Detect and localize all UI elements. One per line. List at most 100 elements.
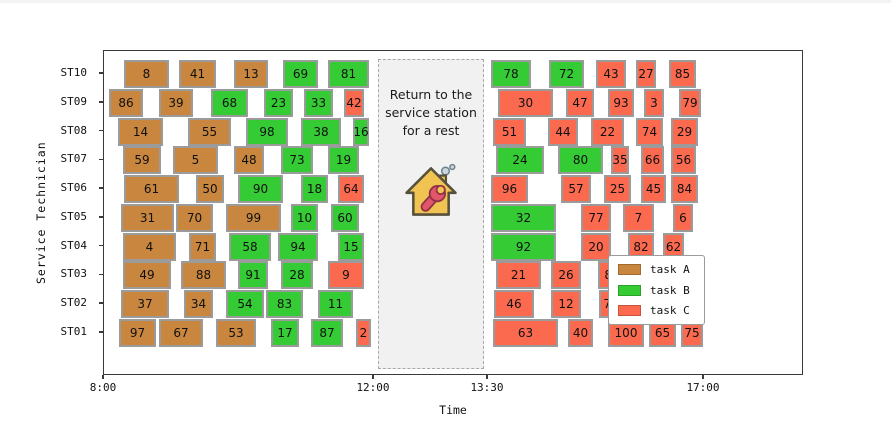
- task-bar: 33: [304, 88, 333, 117]
- task-bar: 54: [226, 290, 264, 319]
- task-bar: 68: [211, 88, 248, 117]
- task-bar: 35: [611, 146, 629, 175]
- task-bar: 60: [331, 203, 359, 232]
- task-bar: 71: [189, 232, 216, 261]
- task-bar: 37: [121, 290, 169, 319]
- task-bar: 58: [229, 232, 271, 261]
- task-bar: 27: [636, 60, 656, 88]
- task-bar: 50: [196, 175, 224, 204]
- y-axis-tick-label: ST07: [60, 152, 88, 166]
- window-top-edge: [0, 0, 891, 3]
- y-axis-tick: [99, 216, 104, 218]
- task-bar: 15: [338, 232, 364, 261]
- task-bar: 55: [188, 117, 231, 146]
- plot-area: Return to the service station for a rest…: [103, 50, 803, 375]
- task-bar: 32: [491, 203, 556, 232]
- task-bar: 25: [604, 175, 631, 204]
- task-bar: 57: [561, 175, 591, 204]
- task-bar: 85: [669, 60, 696, 88]
- task-bar: 83: [266, 290, 303, 319]
- task-bar: 88: [181, 261, 226, 290]
- legend-item: task A: [618, 263, 695, 276]
- task-bar: 48: [234, 146, 264, 175]
- task-bar: 2: [356, 319, 371, 348]
- task-bar: 44: [548, 117, 578, 146]
- task-bar: 62: [663, 232, 684, 261]
- y-axis-tick-label: ST09: [60, 94, 88, 108]
- y-axis-tick: [99, 331, 104, 333]
- legend-swatch-task-a: [618, 264, 641, 275]
- x-axis-tick-label: 12:00: [356, 381, 390, 394]
- legend-item: task B: [618, 284, 695, 297]
- legend-label: task C: [650, 304, 690, 317]
- task-bar: 19: [328, 146, 359, 175]
- task-bar: 79: [679, 88, 701, 117]
- task-bar: 28: [281, 261, 313, 290]
- task-bar: 11: [318, 290, 353, 319]
- task-bar: 49: [123, 261, 171, 290]
- legend-item: task C: [618, 304, 695, 317]
- task-bar: 43: [596, 60, 626, 88]
- task-bar: 45: [641, 175, 666, 204]
- task-bar: 5: [173, 146, 218, 175]
- task-bar: 96: [491, 175, 528, 204]
- annotation-box: Return to the service station for a rest: [378, 59, 484, 369]
- task-bar: 39: [159, 88, 193, 117]
- task-bar: 86: [109, 88, 143, 117]
- task-bar: 26: [551, 261, 581, 290]
- task-bar: 16: [353, 117, 369, 146]
- task-bar: 93: [608, 88, 634, 117]
- task-bar: 18: [301, 175, 328, 204]
- task-bar: 3: [644, 88, 664, 117]
- y-axis-tick-label: ST01: [60, 325, 88, 339]
- task-bar: 66: [641, 146, 664, 175]
- x-axis-tick: [486, 375, 488, 379]
- task-bar: 20: [581, 232, 611, 261]
- legend-label: task A: [650, 263, 690, 276]
- house-wrench-icon: [402, 162, 460, 224]
- task-bar: 29: [671, 117, 698, 146]
- legend-swatch-task-b: [618, 284, 641, 296]
- task-bar: 67: [159, 319, 203, 348]
- y-axis-tick-label: ST04: [60, 238, 88, 252]
- y-axis-tick-label: ST05: [60, 209, 88, 223]
- task-bar: 30: [498, 88, 553, 117]
- task-bar: 92: [491, 232, 556, 261]
- task-bar: 81: [328, 60, 369, 88]
- y-axis-tick-label: ST02: [60, 296, 88, 310]
- y-axis-tick: [99, 72, 104, 74]
- task-bar: 97: [119, 319, 156, 348]
- task-bar: 8: [124, 60, 169, 88]
- y-axis: ST10 ST09 ST08 ST07 ST06 ST05 ST04 ST03 ST02 ST01: [0, 50, 97, 375]
- task-bar: 21: [496, 261, 541, 290]
- task-bar: 14: [118, 117, 163, 146]
- x-axis-tick: [702, 375, 704, 379]
- legend-swatch-task-c: [618, 305, 641, 316]
- y-axis-tick: [99, 302, 104, 304]
- y-axis-tick-label: ST03: [60, 267, 88, 281]
- x-axis-tick: [102, 375, 104, 379]
- task-bar: 4: [123, 232, 176, 261]
- y-axis-tick-label: ST06: [60, 181, 88, 195]
- x-axis-title: Time: [439, 403, 467, 417]
- task-bar: 23: [264, 88, 293, 117]
- y-axis-tick-label: ST08: [60, 123, 88, 137]
- task-bar: 22: [591, 117, 624, 146]
- task-bar: 40: [568, 319, 593, 348]
- task-bar: 24: [496, 146, 544, 175]
- annotation-text: Return to the service station for a rest: [385, 87, 477, 139]
- task-bar: 78: [491, 60, 531, 88]
- task-bar: 56: [671, 146, 696, 175]
- task-bar: 87: [311, 319, 343, 348]
- task-bar: 17: [271, 319, 299, 348]
- task-bar: 91: [238, 261, 268, 290]
- task-bar: 9: [328, 261, 364, 290]
- y-axis-tick: [99, 273, 104, 276]
- task-bar: 61: [124, 175, 179, 204]
- y-axis-tick: [99, 101, 104, 103]
- task-bar: 72: [549, 60, 584, 88]
- task-bar: 98: [246, 117, 288, 146]
- task-bar: 7: [623, 203, 654, 232]
- task-bar: 75: [681, 319, 703, 348]
- legend-label: task B: [650, 283, 690, 297]
